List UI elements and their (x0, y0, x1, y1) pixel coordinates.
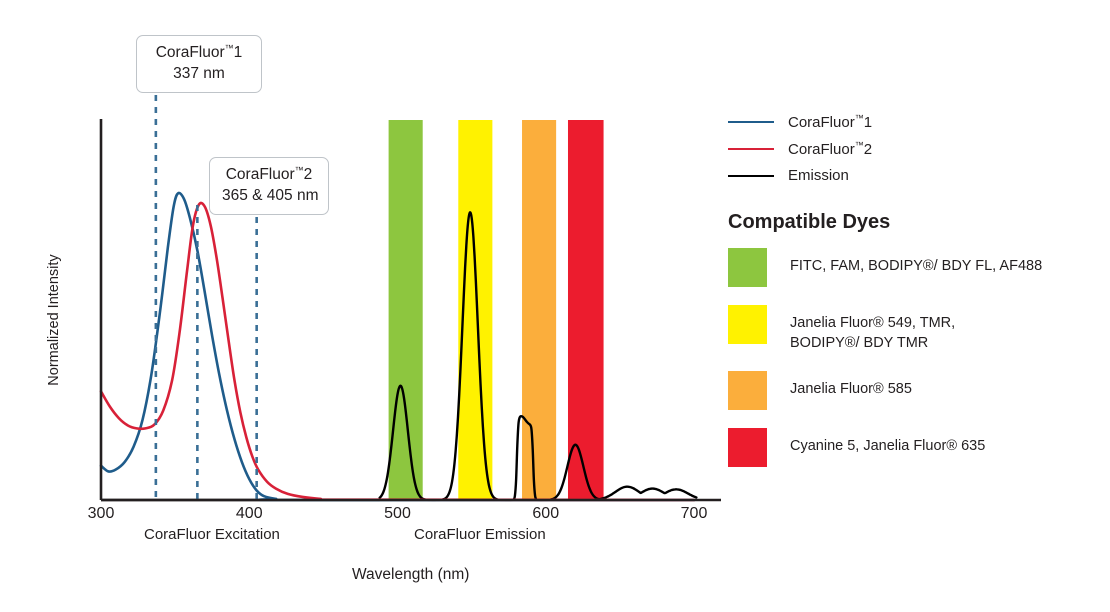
dye-band-red-band (567, 120, 604, 500)
dye-band-orange-band (522, 120, 557, 500)
y-axis-title: Normalized Intensity (46, 254, 62, 386)
dye-item-1[interactable]: FITC, FAM, BODIPY®/ BDY FL, AF488 (728, 248, 1098, 287)
trademark-glyph: ™ (224, 43, 234, 53)
dye-color-swatch (728, 248, 767, 287)
series-legend: CoraFluor™1 CoraFluor™2 Emission (728, 108, 1098, 189)
dye-item-label: Janelia Fluor® 549, TMR, BODIPY®/ BDY TMR (790, 315, 956, 351)
legend-item-3[interactable]: Emission (728, 162, 1098, 189)
dye-item-4[interactable]: Cyanine 5, Janelia Fluor® 635 (728, 428, 1098, 467)
excitation-curve-1 (99, 191, 696, 502)
x-tick-400: 400 (235, 505, 263, 522)
trademark-glyph: ™ (294, 165, 304, 175)
callout1-line1: CoraFluor™1 (155, 43, 243, 62)
callout2-line2: 365 & 405 nm (222, 186, 319, 204)
legend-item-1[interactable]: CoraFluor™1 (728, 108, 1098, 135)
dye-color-swatch (728, 428, 767, 467)
x-tick-600: 600 (532, 505, 560, 522)
dye-item-3[interactable]: Janelia Fluor® 585 (728, 371, 1098, 410)
dye-color-swatch (728, 371, 767, 410)
dye-color-swatch (728, 305, 767, 344)
legend-item-label: CoraFluor™1 (788, 112, 873, 131)
dye-band-green-band (388, 120, 423, 500)
legend-item-2[interactable]: CoraFluor™2 (728, 135, 1098, 162)
legend-swatch-line (728, 120, 774, 123)
dye-item-2[interactable]: Janelia Fluor® 549, TMR, BODIPY®/ BDY TMR (728, 305, 1098, 353)
legend-item-label: CoraFluor™2 (788, 139, 873, 158)
caption-emission-region: CoraFluor Emission (414, 526, 546, 543)
dye-item-label: Janelia Fluor® 585 (790, 381, 912, 397)
trademark-glyph: ™ (854, 139, 864, 150)
dye-item-label: FITC, FAM, BODIPY®/ BDY FL, AF488 (790, 258, 1043, 274)
trademark-glyph: ™ (854, 112, 864, 123)
callout1-line2: 337 nm (173, 64, 225, 82)
x-tick-700: 700 (680, 505, 708, 522)
legend-swatch-line (728, 174, 774, 177)
x-tick-300: 300 (87, 505, 115, 522)
right-panel: CoraFluor™1 CoraFluor™2 Emission Compatibl… (728, 108, 1098, 485)
dye-item-label-line2: BODIPY®/ BDY TMR (790, 335, 929, 351)
x-tick-500: 500 (384, 505, 411, 522)
legend-swatch-line (728, 147, 774, 150)
legend-item-label: Emission (788, 167, 849, 184)
compatible-dyes-list: FITC, FAM, BODIPY®/ BDY FL, AF488 Janelia… (728, 248, 1098, 467)
callout-corafluor1: CoraFluor™1 337 nm (136, 35, 262, 94)
dye-item-label: Cyanine 5, Janelia Fluor® 635 (790, 438, 986, 454)
excitation-curve-2 (99, 201, 696, 502)
callout-corafluor2: CoraFluor™2 365 & 405 nm (209, 157, 329, 216)
x-axis-title: Wavelength (nm) (352, 566, 470, 583)
compatible-dyes-title: Compatible Dyes (728, 211, 891, 233)
callout2-line1: CoraFluor™2 (225, 165, 313, 184)
caption-excitation-region: CoraFluor Excitation (144, 526, 280, 543)
